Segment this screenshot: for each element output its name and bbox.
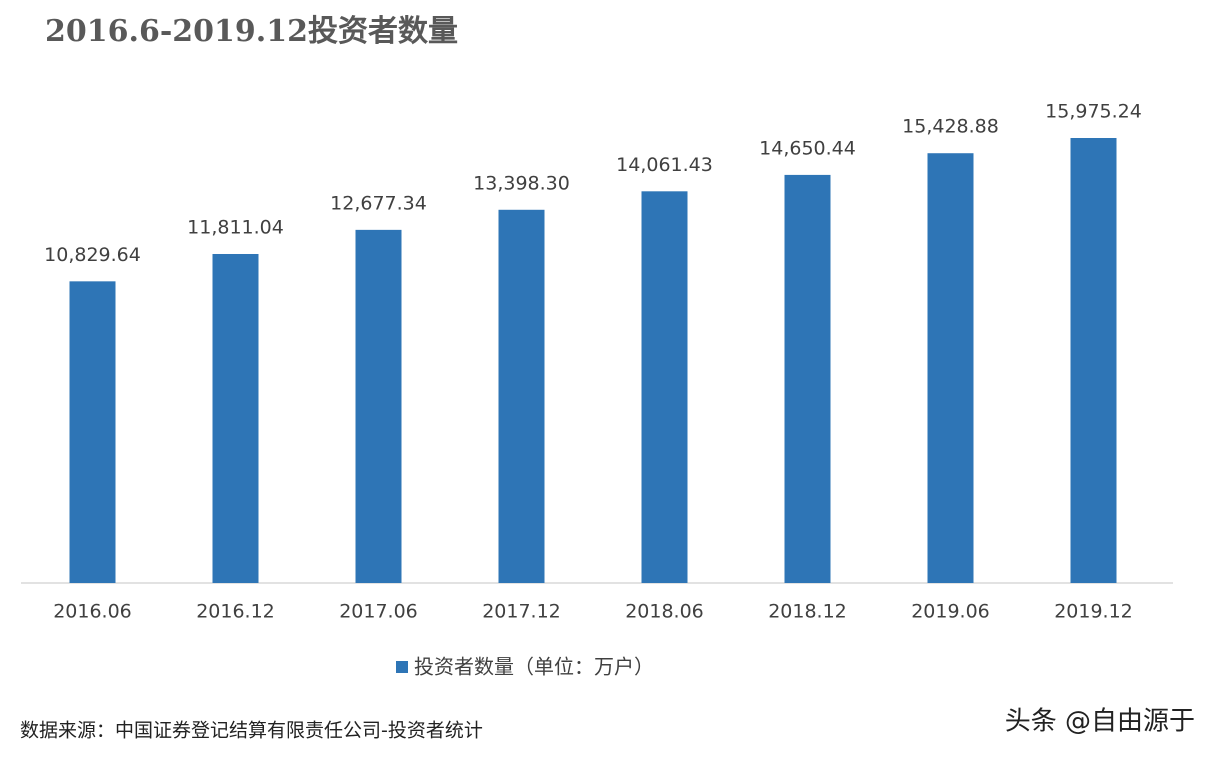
x-tick-label: 2016.06 (53, 601, 132, 623)
data-label: 13,398.30 (473, 172, 570, 194)
bar (355, 229, 402, 584)
data-label: 11,811.04 (187, 216, 284, 238)
bar (69, 281, 116, 583)
legend-swatch (396, 661, 408, 673)
legend-label: 投资者数量（单位：万户） (414, 655, 654, 679)
x-tick-label: 2017.12 (482, 601, 561, 623)
bar (784, 174, 831, 583)
data-label: 10,829.64 (44, 244, 141, 266)
source-note: 数据来源：中国证券登记结算有限责任公司-投资者统计 (20, 720, 483, 742)
x-tick-label: 2019.12 (1054, 601, 1133, 623)
data-label: 15,428.88 (902, 116, 999, 138)
bar (498, 209, 545, 583)
bar (212, 253, 259, 583)
watermark: 头条 @自由源于 (1005, 707, 1195, 737)
data-label: 14,650.44 (759, 137, 856, 159)
data-label: 14,061.43 (616, 154, 713, 176)
x-tick-label: 2016.12 (196, 601, 275, 623)
bar (927, 153, 974, 584)
x-tick-label: 2017.06 (339, 601, 418, 623)
chart-title: 2016.6-2019.12投资者数量 (45, 14, 458, 49)
data-label: 12,677.34 (330, 192, 427, 214)
x-tick-label: 2018.12 (768, 601, 847, 623)
data-label: 15,975.24 (1045, 101, 1142, 123)
bar (641, 191, 688, 583)
x-tick-label: 2019.06 (911, 601, 990, 623)
bar (1070, 138, 1117, 583)
x-tick-label: 2018.06 (625, 601, 704, 623)
